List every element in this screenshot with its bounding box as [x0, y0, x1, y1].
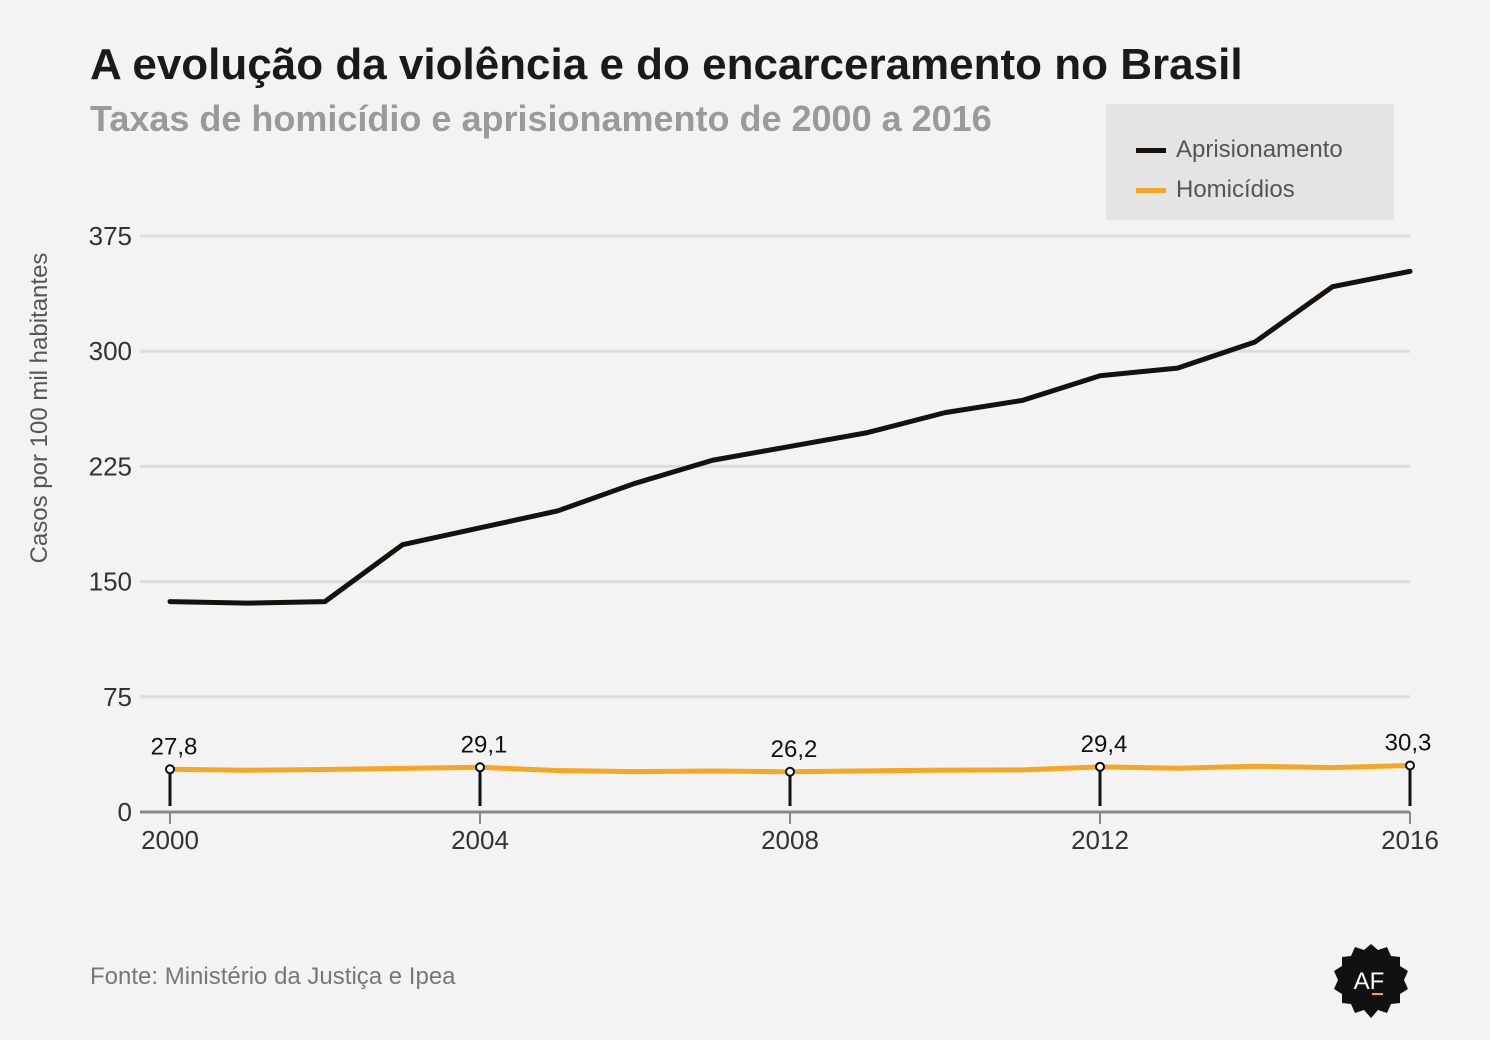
source-note: Fonte: Ministério da Justiça e Ipea: [90, 963, 456, 990]
legend-label-aprisionamento: Aprisionamento: [1176, 136, 1343, 163]
legend: Aprisionamento Homicídios: [1106, 104, 1394, 220]
y-axis-title: Casos por 100 mil habitantes: [26, 253, 53, 564]
annotation-point-2016: [1405, 760, 1415, 771]
chart-title: A evolução da violência e do encarcerame…: [90, 40, 1243, 89]
y-tick-label-375: 375: [89, 221, 132, 251]
legend-item-aprisionamento: Aprisionamento: [1136, 136, 1343, 164]
annotation-point-2004: [475, 762, 485, 773]
x-tick-label-2004: 2004: [451, 825, 509, 855]
y-tick-label-75: 75: [103, 682, 132, 712]
annotation-point-2000: [165, 764, 175, 775]
y-tick-label-225: 225: [89, 451, 132, 481]
x-tick-label-2000: 2000: [141, 825, 199, 855]
legend-swatch-aprisionamento: [1136, 147, 1166, 153]
x-tick-label-2016: 2016: [1381, 825, 1439, 855]
x-tick-label-2012: 2012: [1071, 825, 1129, 855]
legend-item-homicidios: Homicídios: [1136, 176, 1295, 204]
logo-accent: [1372, 993, 1383, 995]
logo: AF: [1334, 944, 1408, 1018]
x-tick-label-2008: 2008: [761, 825, 819, 855]
legend-swatch-homicidios: [1136, 187, 1166, 193]
logo-badge-shape: [1334, 944, 1408, 1018]
data-label-2012: 29,4: [1081, 731, 1128, 758]
annotation-point-2008: [785, 766, 795, 777]
annotation-point-2012: [1095, 761, 1105, 772]
chart-subtitle: Taxas de homicídio e aprisionamento de 2…: [90, 98, 992, 139]
data-label-2016: 30,3: [1385, 729, 1432, 756]
data-label-2000: 27,8: [151, 733, 198, 760]
logo-text: AF: [1354, 968, 1385, 995]
y-tick-label-300: 300: [89, 336, 132, 366]
y-tick-label-150: 150: [89, 567, 132, 597]
y-tick-label-0: 0: [118, 797, 132, 827]
data-label-2004: 29,1: [461, 731, 508, 758]
legend-label-homicidios: Homicídios: [1176, 176, 1295, 203]
data-label-2008: 26,2: [771, 736, 818, 763]
series-line-aprisionamento: [167, 268, 1413, 606]
